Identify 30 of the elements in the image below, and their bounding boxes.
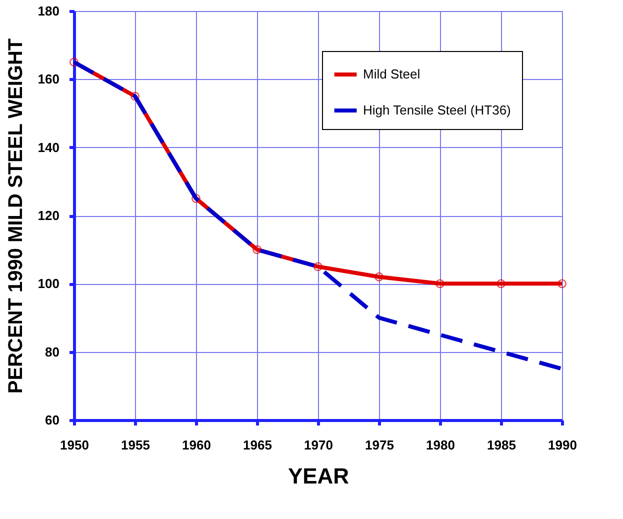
point bbox=[558, 279, 566, 288]
point bbox=[252, 245, 262, 254]
y-tick-label: 60 bbox=[45, 412, 60, 428]
point bbox=[496, 279, 506, 288]
x-axis-title: YEAR bbox=[288, 464, 350, 488]
legend-label: Mild Steel bbox=[363, 66, 420, 82]
point bbox=[374, 272, 384, 282]
y-tick-label: 100 bbox=[38, 276, 60, 292]
x-tick-label: 1985 bbox=[487, 438, 516, 452]
y-tick-label: 140 bbox=[38, 140, 60, 155]
y-axis-title: PERCENT 1990 MILD STEEL WEIGHT bbox=[4, 38, 27, 394]
y-tick-label: 180 bbox=[38, 4, 60, 18]
x-tick-label: 1955 bbox=[121, 438, 150, 452]
x-tick-label: 1975 bbox=[365, 438, 394, 452]
point bbox=[70, 58, 78, 67]
x-tick-label: 1965 bbox=[243, 438, 272, 452]
x-tick-label: 1970 bbox=[304, 438, 333, 452]
legend-label: High Tensile Steel (HT36) bbox=[363, 102, 511, 118]
y-tick-label: 80 bbox=[45, 344, 60, 360]
line-series bbox=[72, 60, 564, 371]
y-tick-label: 160 bbox=[38, 72, 60, 87]
y-tick-label: 120 bbox=[38, 208, 60, 223]
x-tick-label: 1990 bbox=[548, 438, 577, 452]
x-tick-label: 1980 bbox=[426, 438, 455, 452]
point bbox=[192, 194, 200, 203]
x-tick-label: 1960 bbox=[182, 438, 211, 452]
point bbox=[436, 279, 444, 288]
point bbox=[130, 92, 140, 101]
point bbox=[314, 262, 322, 272]
x-tick-label: 1950 bbox=[60, 438, 89, 452]
